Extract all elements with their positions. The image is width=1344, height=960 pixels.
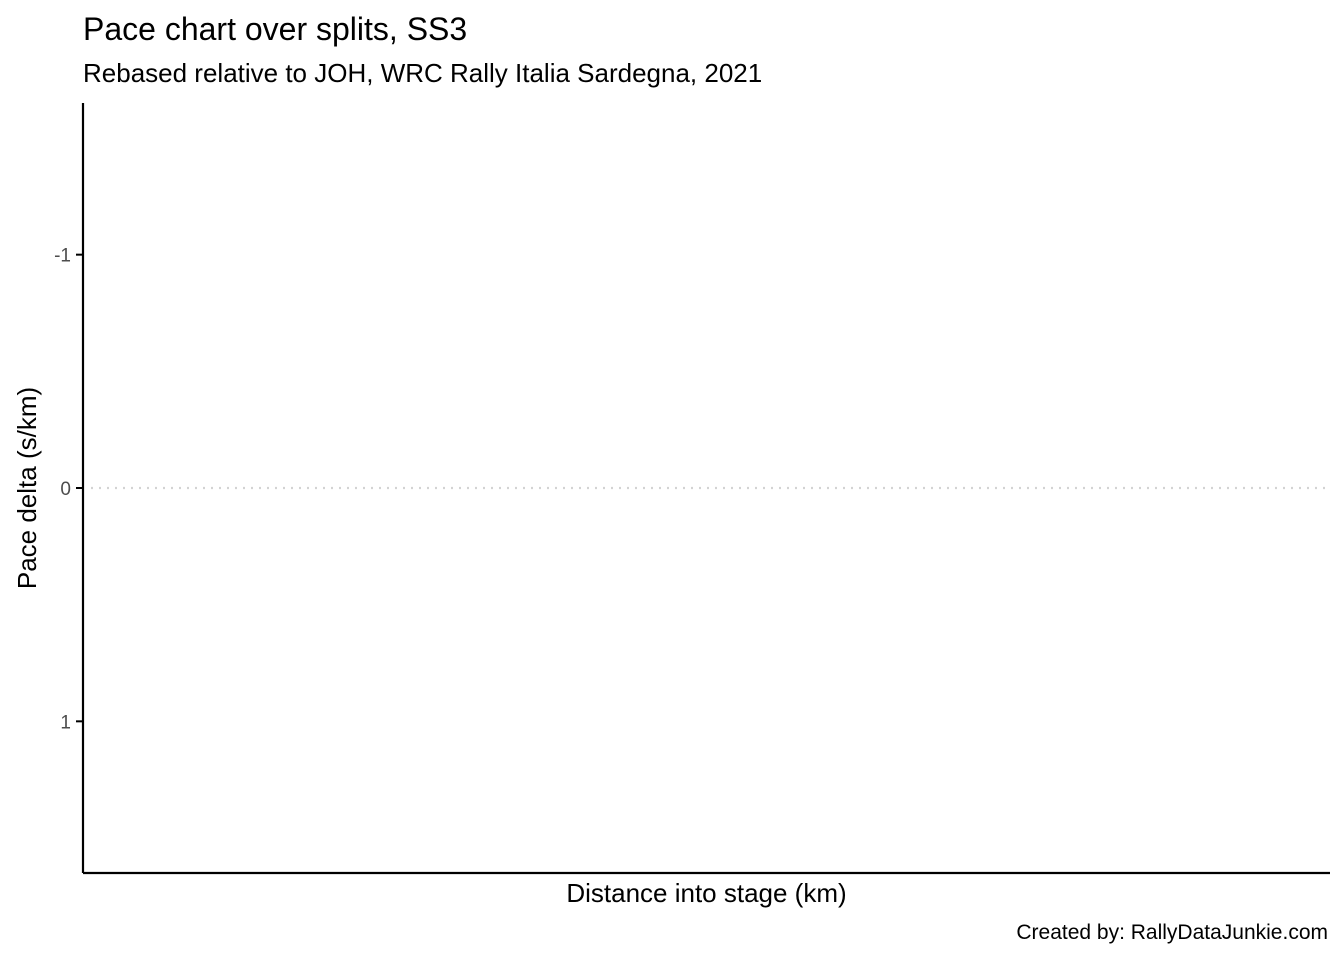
- chart-subtitle: Rebased relative to JOH, WRC Rally Itali…: [83, 58, 763, 88]
- y-tick-label: 0: [60, 479, 71, 500]
- chart-title: Pace chart over splits, SS3: [83, 11, 468, 47]
- y-tick-label: 1: [60, 712, 71, 733]
- y-axis-ticks: -1 0 1: [54, 246, 83, 733]
- y-tick-label: -1: [54, 246, 71, 267]
- x-axis-title: Distance into stage (km): [566, 878, 846, 908]
- chart-caption: Created by: RallyDataJunkie.com: [1016, 921, 1328, 944]
- y-axis-title: Pace delta (s/km): [12, 387, 42, 589]
